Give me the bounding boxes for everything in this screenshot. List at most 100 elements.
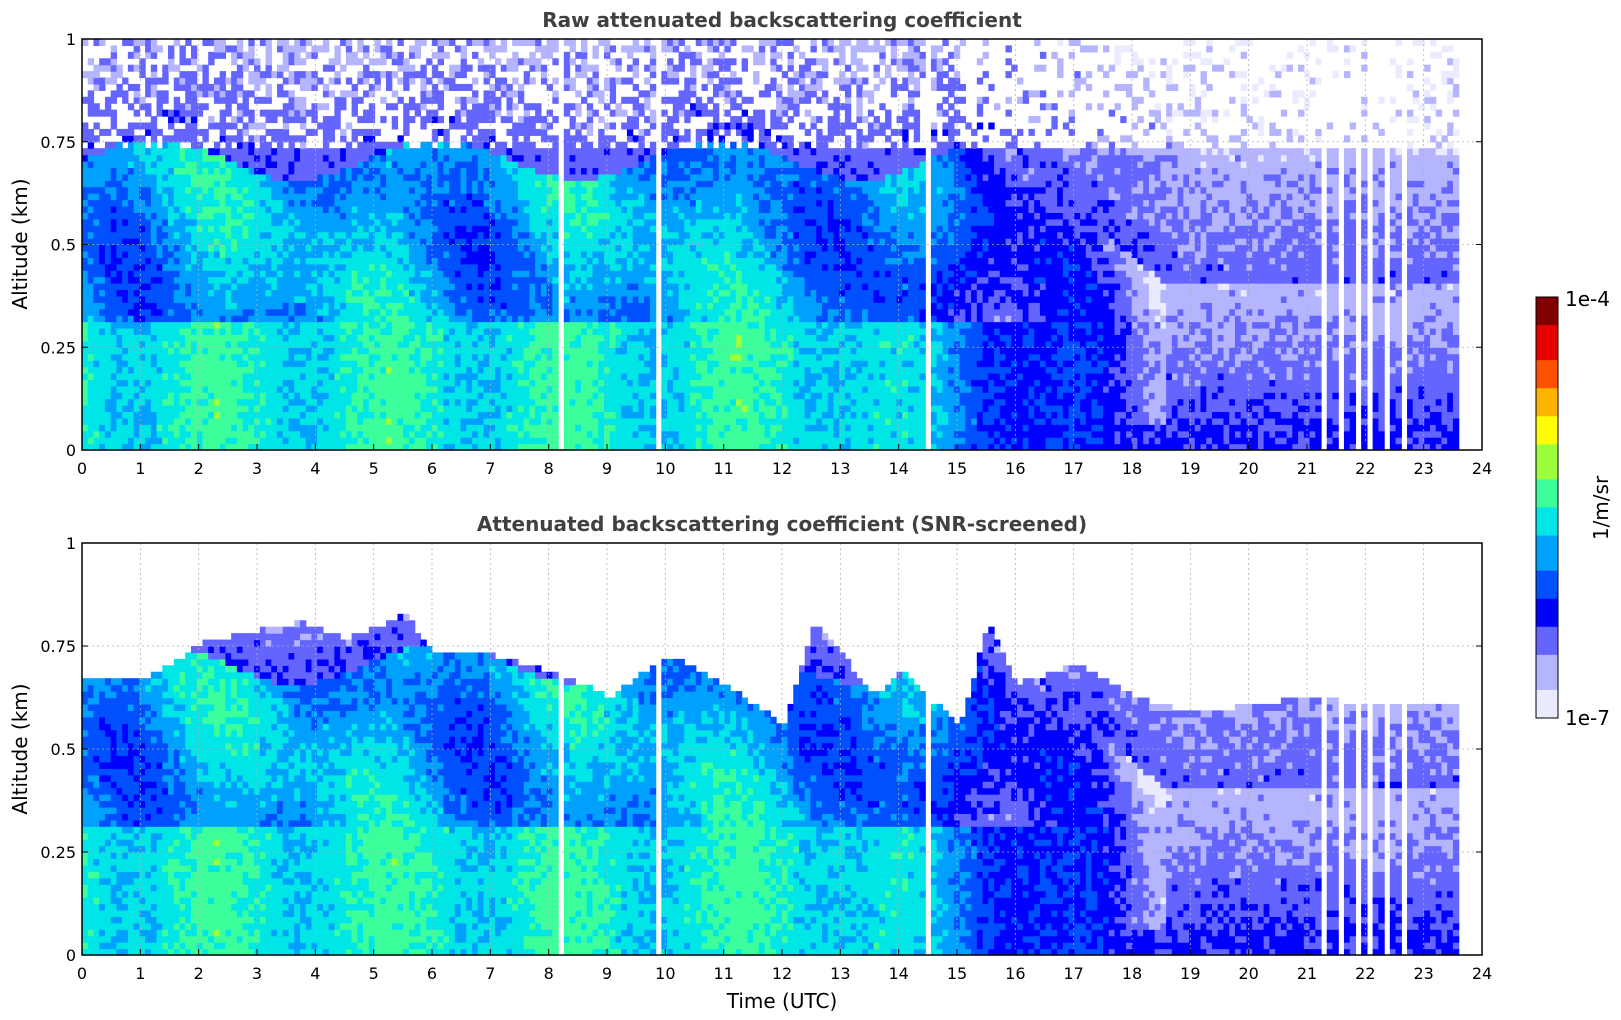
heatmap-cell bbox=[214, 161, 220, 168]
heatmap-cell bbox=[162, 78, 168, 85]
heatmap-cell bbox=[237, 135, 243, 142]
heatmap-cell bbox=[197, 334, 203, 341]
heatmap-cell bbox=[231, 309, 237, 316]
heatmap-cell bbox=[99, 399, 105, 406]
heatmap-cell bbox=[93, 296, 99, 303]
heatmap-cell bbox=[174, 116, 180, 123]
heatmap-cell bbox=[151, 78, 157, 85]
heatmap-cell bbox=[82, 219, 88, 226]
heatmap-cell bbox=[151, 302, 157, 309]
heatmap-cell bbox=[116, 187, 122, 194]
heatmap-cell bbox=[116, 155, 122, 162]
heatmap-cell bbox=[122, 135, 128, 142]
heatmap-cell bbox=[202, 232, 208, 239]
heatmap-cell bbox=[220, 187, 226, 194]
heatmap-cell bbox=[214, 78, 220, 85]
heatmap-cell bbox=[105, 283, 111, 290]
heatmap-cell bbox=[185, 129, 191, 136]
heatmap-cell bbox=[202, 334, 208, 341]
heatmap-cell bbox=[145, 277, 151, 284]
heatmap-cell bbox=[111, 187, 117, 194]
heatmap-cell bbox=[145, 431, 151, 438]
heatmap-cell bbox=[191, 187, 197, 194]
heatmap-cell bbox=[214, 270, 220, 277]
heatmap-cell bbox=[174, 142, 180, 149]
heatmap-cell bbox=[99, 354, 105, 361]
heatmap-cell bbox=[162, 155, 168, 162]
heatmap-cell bbox=[185, 309, 191, 316]
heatmap-cell bbox=[243, 245, 249, 252]
heatmap-cell bbox=[168, 341, 174, 348]
heatmap-cell bbox=[82, 122, 88, 129]
heatmap-cell bbox=[197, 206, 203, 213]
heatmap-cell bbox=[105, 386, 111, 393]
heatmap-cell bbox=[185, 225, 191, 232]
heatmap-cell bbox=[82, 379, 88, 386]
heatmap-cell bbox=[220, 379, 226, 386]
heatmap-cell bbox=[231, 155, 237, 162]
heatmap-cell bbox=[93, 84, 99, 91]
heatmap-cell bbox=[220, 200, 226, 207]
heatmap-cell bbox=[122, 264, 128, 271]
heatmap-cell bbox=[208, 219, 214, 226]
heatmap-cell bbox=[122, 155, 128, 162]
heatmap-cell bbox=[197, 431, 203, 438]
heatmap-cell bbox=[191, 193, 197, 200]
heatmap-cell bbox=[180, 116, 186, 123]
heatmap-cell bbox=[93, 200, 99, 207]
heatmap-cell bbox=[134, 39, 140, 46]
heatmap-cell bbox=[208, 354, 214, 361]
heatmap-cell bbox=[116, 283, 122, 290]
heatmap-cell bbox=[162, 206, 168, 213]
heatmap-cell bbox=[82, 424, 88, 431]
heatmap-cell bbox=[88, 251, 94, 258]
heatmap-cell bbox=[151, 193, 157, 200]
heatmap-cell bbox=[116, 90, 122, 97]
heatmap-cell bbox=[225, 90, 231, 97]
heatmap-cell bbox=[208, 277, 214, 284]
heatmap-cell bbox=[214, 296, 220, 303]
heatmap-cell bbox=[185, 206, 191, 213]
heatmap-cell bbox=[237, 392, 243, 399]
heatmap-cell bbox=[145, 257, 151, 264]
heatmap-cell bbox=[168, 411, 174, 418]
heatmap-cell bbox=[174, 315, 180, 322]
heatmap-cell bbox=[174, 180, 180, 187]
heatmap-cell bbox=[139, 373, 145, 380]
heatmap-cell bbox=[157, 212, 163, 219]
heatmap-cell bbox=[237, 277, 243, 284]
heatmap-cell bbox=[185, 122, 191, 129]
heatmap-cell bbox=[116, 225, 122, 232]
heatmap-cell bbox=[168, 309, 174, 316]
heatmap-cell bbox=[197, 315, 203, 322]
heatmap-cell bbox=[151, 142, 157, 149]
heatmap-cell bbox=[168, 405, 174, 412]
heatmap-cell bbox=[180, 367, 186, 374]
heatmap-cell bbox=[214, 334, 220, 341]
heatmap-cell bbox=[180, 206, 186, 213]
heatmap-cell bbox=[111, 193, 117, 200]
heatmap-cell bbox=[191, 283, 197, 290]
heatmap-cell bbox=[243, 309, 249, 316]
heatmap-cell bbox=[214, 142, 220, 149]
heatmap-cell bbox=[168, 155, 174, 162]
heatmap-cell bbox=[122, 354, 128, 361]
heatmap-cell bbox=[202, 174, 208, 181]
heatmap-cell bbox=[231, 90, 237, 97]
heatmap-cell bbox=[225, 212, 231, 219]
heatmap-cell bbox=[88, 58, 94, 65]
heatmap-cell bbox=[93, 232, 99, 239]
heatmap-cell bbox=[162, 322, 168, 329]
heatmap-cell bbox=[134, 161, 140, 168]
heatmap-cell bbox=[151, 264, 157, 271]
heatmap-cell bbox=[99, 283, 105, 290]
heatmap-cell bbox=[197, 193, 203, 200]
heatmap-cell bbox=[111, 424, 117, 431]
heatmap-cell bbox=[231, 212, 237, 219]
heatmap-cell bbox=[111, 373, 117, 380]
heatmap-cell bbox=[185, 373, 191, 380]
heatmap-cell bbox=[168, 238, 174, 245]
heatmap-cell bbox=[93, 212, 99, 219]
heatmap-cell bbox=[185, 238, 191, 245]
heatmap-cell bbox=[168, 251, 174, 258]
